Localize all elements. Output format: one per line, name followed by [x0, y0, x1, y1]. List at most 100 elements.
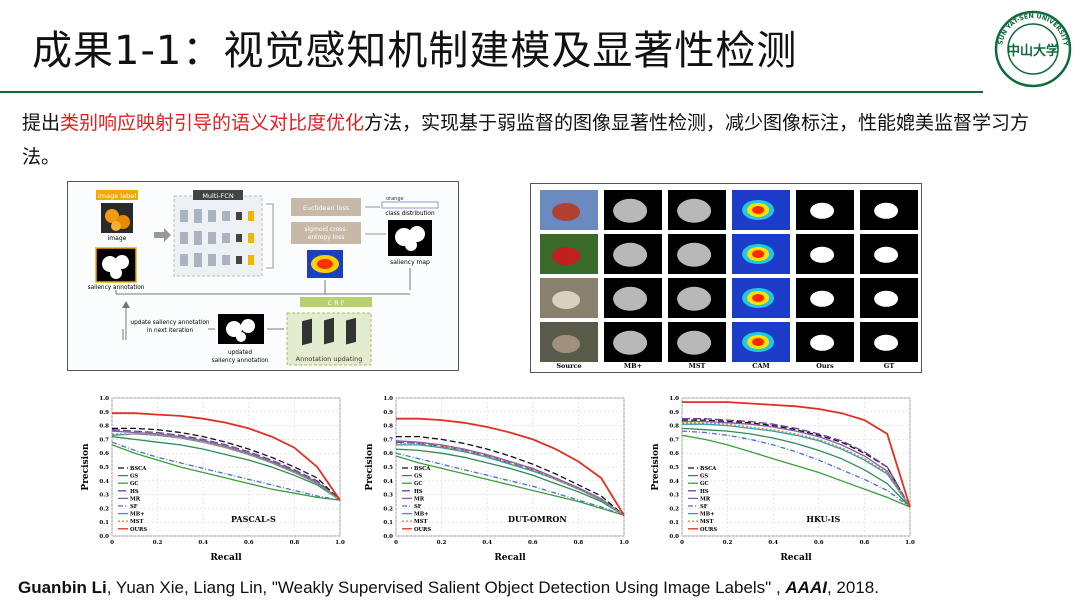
x-tick-label: 0.8	[860, 540, 870, 546]
chart-title: HKU-IS	[806, 514, 840, 524]
grid-cell-ours-0	[796, 190, 854, 230]
update-label-1: update saliency annotation	[130, 320, 209, 326]
x-tick-label: 0.2	[723, 540, 733, 546]
legend-entry: MST	[700, 519, 713, 525]
pr-curve-pascal-s: 0.0 0.1 0.2 0.3 0.4 0.5 0.6 0.7 0.8 0.9 1.0 0 0.2 0.4…	[81, 396, 345, 563]
crf-box	[300, 297, 372, 307]
series-line-ours	[112, 412, 341, 501]
y-tick-label: 1.0	[99, 396, 109, 402]
legend-entry: SF	[700, 504, 708, 510]
arrow-icon	[154, 228, 171, 242]
grid-cell-gt-0	[860, 190, 918, 230]
legend-entry: OURS	[130, 527, 147, 533]
series-line-ours	[682, 401, 911, 508]
updated-label-1: updated	[228, 350, 252, 356]
grid-cell-mst-2	[668, 278, 726, 318]
grid-cell-gt-3	[860, 322, 918, 362]
grid-cell-gt-2	[860, 278, 918, 318]
legend-entry: GC	[414, 481, 423, 487]
y-tick-label: 0.7	[669, 437, 679, 443]
y-tick-label: 0.4	[383, 479, 393, 485]
legend-entry: MB+	[700, 512, 714, 518]
sigmoid-loss-label-1: sigmoid cross-	[304, 226, 347, 233]
series-line-mst	[396, 442, 625, 516]
y-axis-label: Precision	[651, 443, 661, 491]
series-line-bsca	[682, 419, 911, 508]
updated-label-2: saliency annotation	[212, 358, 269, 364]
x-tick-label: 0.4	[198, 540, 208, 546]
grid-cell-mst-3	[668, 322, 726, 362]
series-line-gs	[681, 427, 911, 508]
legend-entry: MR	[414, 496, 425, 502]
legend-entry: MR	[130, 496, 141, 502]
legend-entry: SF	[414, 504, 422, 510]
y-tick-label: 0.8	[383, 424, 393, 430]
y-tick-label: 0.1	[383, 520, 393, 526]
y-tick-label: 0.3	[383, 493, 393, 499]
grid-cell-ours-3	[796, 322, 854, 362]
x-tick-label: 1.0	[619, 540, 629, 546]
legend-entry: HS	[414, 489, 423, 495]
series-line-mr	[395, 440, 625, 516]
x-tick-label: 1.0	[905, 540, 915, 546]
y-tick-label: 0.8	[99, 424, 109, 430]
crf-label: C R F	[328, 299, 345, 307]
y-tick-label: 0.9	[383, 410, 393, 416]
saliency-annotation-caption: saliency annotation	[88, 285, 145, 291]
legend-entry: MR	[700, 496, 711, 502]
x-tick-label: 0.6	[244, 540, 254, 546]
class-distribution-bar	[381, 201, 439, 209]
intro-pre: 提出	[22, 112, 61, 134]
y-tick-label: 0.0	[383, 534, 393, 540]
sigmoid-loss-label-2: entropy loss	[308, 234, 345, 241]
y-tick-label: 0.5	[99, 465, 109, 471]
multi-fcn-label: Multi-FCN	[202, 192, 234, 200]
legend-entry: GS	[700, 474, 708, 480]
legend-entry: GS	[130, 474, 138, 480]
y-tick-label: 0.7	[99, 437, 109, 443]
series-line-gs	[111, 435, 341, 501]
y-tick-label: 0.3	[99, 493, 109, 499]
image-caption: image	[108, 235, 127, 242]
comparison-figure: Source MB+ MST CAM Ours GT	[530, 183, 922, 373]
y-tick-label: 0.2	[669, 506, 679, 512]
x-tick-label: 0	[394, 540, 398, 546]
pr-curve-dut-omron: 0.0 0.1 0.2 0.3 0.4 0.5 0.6 0.7 0.8 0.9 1.0 0 0.2 0.4…	[365, 396, 629, 563]
legend-entry: BSCA	[700, 466, 717, 472]
intro-paragraph: 提出类别响应映射引导的语义对比度优化方法，实现基于弱监督的图像显著性检测，减少图…	[22, 106, 1062, 174]
y-tick-label: 0.5	[383, 465, 393, 471]
y-tick-label: 1.0	[383, 396, 393, 402]
sigmoid-loss-box	[291, 222, 361, 244]
x-tick-label: 0	[680, 540, 684, 546]
x-tick-label: 0.2	[153, 540, 163, 546]
grid-cell-mb-0	[604, 190, 662, 230]
university-logo: SUN YAT-SEN UNIVERSITY 中山大学	[994, 10, 1072, 88]
grid-cell-mb-1	[604, 234, 662, 274]
y-tick-label: 0.1	[669, 520, 679, 526]
legend-entry: BSCA	[130, 466, 147, 472]
grid-cell-mst-0	[668, 190, 726, 230]
grid-column-label: GT	[884, 362, 895, 370]
x-tick-label: 0.4	[482, 540, 492, 546]
annotation-updating-label: Annotation updating	[296, 355, 363, 363]
y-tick-label: 0.0	[99, 534, 109, 540]
x-tick-label: 0.6	[814, 540, 824, 546]
series-line-gc	[111, 444, 341, 501]
citation-year: , 2018.	[826, 578, 879, 597]
x-axis-label: Recall	[780, 553, 812, 563]
title-underline	[0, 91, 983, 93]
legend-entry: HS	[700, 489, 709, 495]
legend-entry: MST	[130, 519, 143, 525]
x-tick-label: 0.4	[768, 540, 778, 546]
y-tick-label: 0.8	[669, 424, 679, 430]
pr-curve-hku-is: 0.0 0.1 0.2 0.3 0.4 0.5 0.6 0.7 0.8 0.9 1.0 0 0.2 0.4…	[651, 396, 915, 563]
grid-cell-source-3	[540, 322, 598, 362]
legend-entry: MB+	[130, 512, 144, 518]
y-tick-label: 0.6	[99, 451, 109, 457]
y-tick-label: 0.4	[669, 479, 679, 485]
grid-cell-mst-1	[668, 234, 726, 274]
grid-column-label: MB+	[624, 362, 642, 370]
y-tick-label: 0.9	[99, 410, 109, 416]
x-axis-label: Recall	[210, 553, 242, 563]
series-line-gc	[395, 455, 625, 516]
